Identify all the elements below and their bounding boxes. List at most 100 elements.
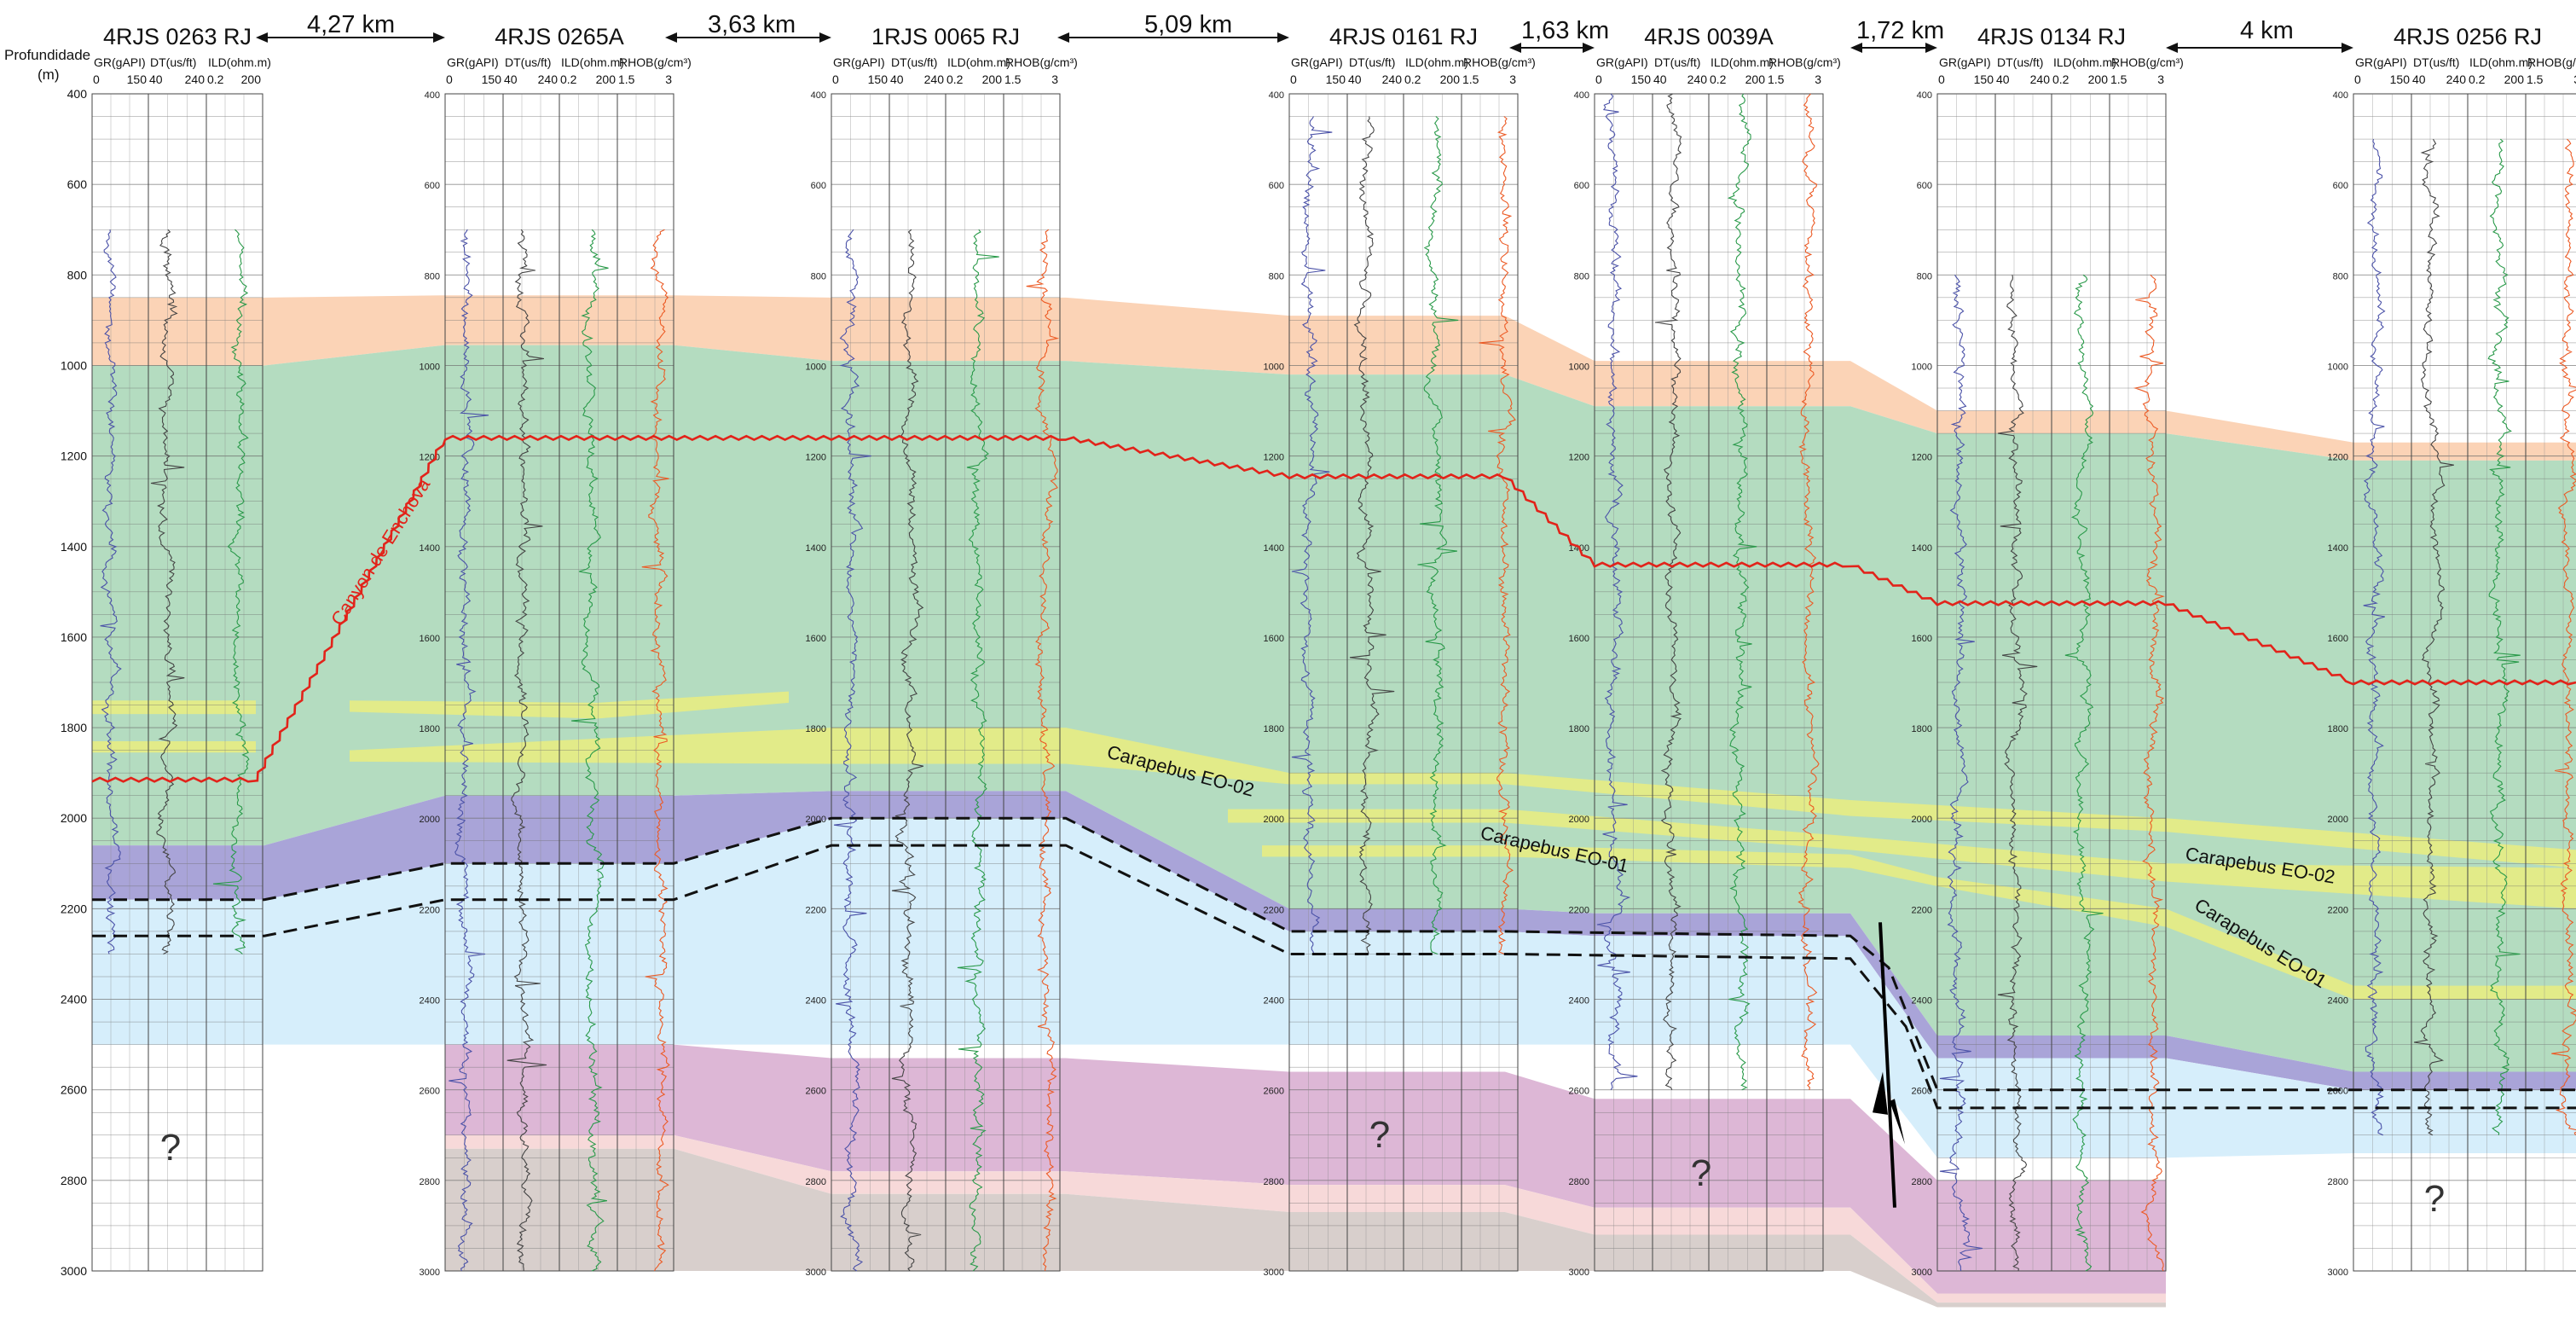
track-label: ILD(ohm.m) (1405, 55, 1468, 69)
track-label: DT(us/ft) (891, 55, 937, 69)
arrow-head-right (1277, 32, 1289, 43)
track-max: 3 (1051, 73, 1058, 86)
depth-tick: 3000 (806, 1268, 826, 1278)
log-curve (150, 229, 185, 954)
track-max: 3 (1509, 73, 1516, 86)
depth-tick: 1200 (1912, 453, 1932, 463)
track-max: 200 (1440, 73, 1461, 86)
depth-tick: 2200 (1264, 905, 1284, 915)
log-curve (212, 229, 250, 954)
depth-tick: 1800 (1264, 724, 1284, 734)
track-label: DT(us/ft) (1349, 55, 1395, 69)
track-label: DT(us/ft) (1997, 55, 2043, 69)
arrow-head-left (256, 32, 268, 43)
fault (1873, 922, 1905, 1208)
depth-tick: 2000 (2328, 815, 2348, 825)
depth-tick: 1000 (420, 362, 440, 372)
track-max: 3 (2573, 73, 2576, 86)
track-min: 1.5 (1004, 73, 1022, 86)
sand-w1-b (92, 741, 256, 753)
depth-tick: 2600 (420, 1087, 440, 1097)
depth-tick: 2600 (1264, 1087, 1284, 1097)
depth-tick: 2800 (1912, 1177, 1932, 1187)
arrow-head-left (1057, 32, 1069, 43)
depth-axis-label: Profundidade (4, 47, 90, 63)
track-label: RHOB(g/cm³) (1768, 55, 1841, 69)
band-orange (92, 295, 2576, 461)
track-label: GR(gAPI) (94, 55, 146, 69)
depth-tick: 1600 (806, 634, 826, 644)
depth-tick: 1000 (1264, 362, 1284, 372)
sand-carapebus-eo02 (350, 728, 2576, 868)
track-label: GR(gAPI) (447, 55, 499, 69)
depth-tick: 2400 (806, 996, 826, 1007)
track-border (2109, 93, 2167, 1272)
track-min: 0.2 (207, 73, 224, 86)
log-curve (507, 229, 547, 1272)
track-label: ILD(ohm.m) (561, 55, 624, 69)
distance-label-5: 1,72 km (1856, 17, 1944, 44)
fault-arrow-down (1890, 1099, 1905, 1145)
log-curve (1654, 93, 1682, 1090)
band-lightpink (445, 1134, 2166, 1303)
depth-tick: 2800 (420, 1177, 440, 1187)
depth-tick: 2600 (2328, 1087, 2348, 1097)
depth-tick: 1600 (1264, 634, 1284, 644)
track-min: 40 (504, 73, 518, 86)
arrow-head-left (1509, 43, 1521, 53)
fault-line (1878, 922, 1896, 1208)
track-label: DT(us/ft) (150, 55, 196, 69)
log-curve (833, 229, 871, 1272)
track-min: 0 (1595, 73, 1602, 86)
distance-label-4: 1,63 km (1521, 17, 1609, 44)
sand-carapebus-eo01-a (1228, 809, 2576, 909)
well-name: 1RJS 0065 RJ (871, 24, 1020, 49)
depth-tick: 2400 (61, 993, 87, 1007)
depth-tick: 800 (1269, 271, 1284, 281)
depth-tick: 1400 (2328, 543, 2348, 554)
depth-tick: 1200 (61, 450, 87, 463)
track-border (1461, 93, 1519, 1272)
depth-tick: 3000 (2328, 1268, 2348, 1278)
log-curve (1939, 275, 1983, 1272)
depth-tick: 2600 (1912, 1087, 1932, 1097)
log-curve (1727, 93, 1757, 1091)
track-max: 150 (127, 73, 148, 86)
track-max: 150 (1974, 73, 1994, 86)
track-min: 1.5 (1768, 73, 1785, 86)
depth-tick: 1400 (61, 540, 87, 554)
depth-tick: 1400 (806, 543, 826, 554)
depth-tick: 1000 (1912, 362, 1932, 372)
depth-tick: 1600 (61, 630, 87, 644)
unconformity-line (91, 434, 2576, 783)
depth-tick: 1200 (806, 453, 826, 463)
band-lightblue (92, 818, 2576, 1158)
log-curve (2413, 138, 2454, 1136)
track-max: 3 (1815, 73, 1821, 86)
depth-tick: 800 (811, 271, 826, 281)
depth-tick: 1000 (61, 358, 87, 372)
depth-tick: 400 (2333, 90, 2348, 101)
unknown-marker: ? (2424, 1178, 2445, 1220)
track-border (617, 93, 674, 1272)
track-min: 0.2 (1710, 73, 1727, 86)
track-max: 200 (2504, 73, 2525, 86)
depth-tick: 2600 (806, 1087, 826, 1097)
track-label: GR(gAPI) (1596, 55, 1648, 69)
unknown-marker: ? (1369, 1114, 1390, 1156)
arrow-head-right (1583, 43, 1595, 53)
track-min: 40 (890, 73, 904, 86)
track-label: RHOB(g/cm³) (1005, 55, 1078, 69)
track-max: 150 (1326, 73, 1346, 86)
track-min: 40 (149, 73, 163, 86)
track-label: RHOB(g/cm³) (619, 55, 692, 69)
depth-tick: 600 (811, 181, 826, 191)
track-max: 240 (2446, 73, 2467, 86)
track-label: DT(us/ft) (505, 55, 551, 69)
arrow-head-right (1925, 43, 1937, 53)
log-curve (571, 229, 609, 1272)
dashed-horizon-2 (92, 844, 2576, 1110)
track-min: 40 (1348, 73, 1362, 86)
